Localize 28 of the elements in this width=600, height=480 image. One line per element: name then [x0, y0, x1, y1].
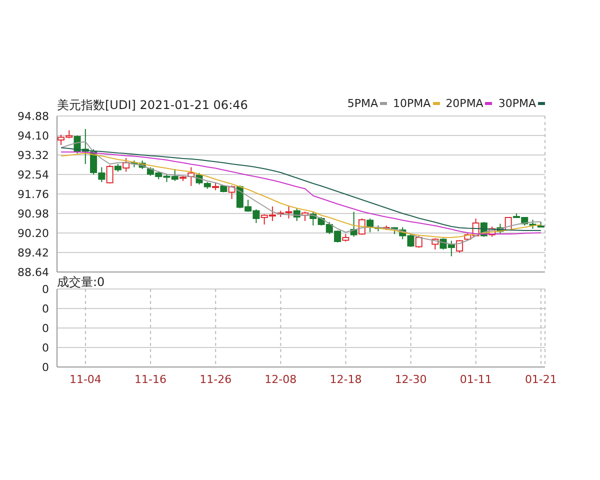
legend-label: 30PMA: [498, 97, 536, 110]
category-label: 01-11: [460, 372, 492, 386]
category-label: 0: [42, 282, 49, 296]
category-label: 01-21: [524, 372, 557, 386]
y-tick-label: 94.10: [18, 129, 49, 142]
category-label: 11-04: [69, 372, 102, 386]
category-label: 0: [42, 322, 49, 335]
y-tick-label: 90.20: [18, 226, 49, 240]
legend-label: 20PMA: [446, 97, 484, 110]
category-label: 11-26: [200, 372, 232, 386]
y-tick-label: 88.64: [18, 266, 49, 279]
category-label: 12-08: [264, 372, 297, 386]
category-label: 12-18: [330, 372, 362, 386]
y-tick-label: 90.98: [18, 207, 49, 220]
category-label: 11-16: [134, 372, 167, 386]
category-label: 0: [42, 302, 49, 316]
chart-title: 美元指数[UDI] 2021-01-21 06:46: [57, 97, 248, 114]
y-tick-label: 93.32: [18, 148, 49, 162]
category-label: 0: [42, 360, 49, 374]
y-tick-label: 91.76: [18, 188, 49, 201]
category-label: 12-30: [394, 372, 427, 386]
y-tick-label: 92.54: [18, 168, 49, 182]
legend-label: 10PMA: [393, 97, 431, 110]
text: 成交量:0: [57, 274, 105, 291]
y-tick-label: 89.42: [18, 246, 49, 260]
category-label: 0: [42, 341, 49, 354]
legend-label: 5PMA: [347, 97, 378, 110]
y-tick-label: 94.88: [18, 110, 49, 123]
